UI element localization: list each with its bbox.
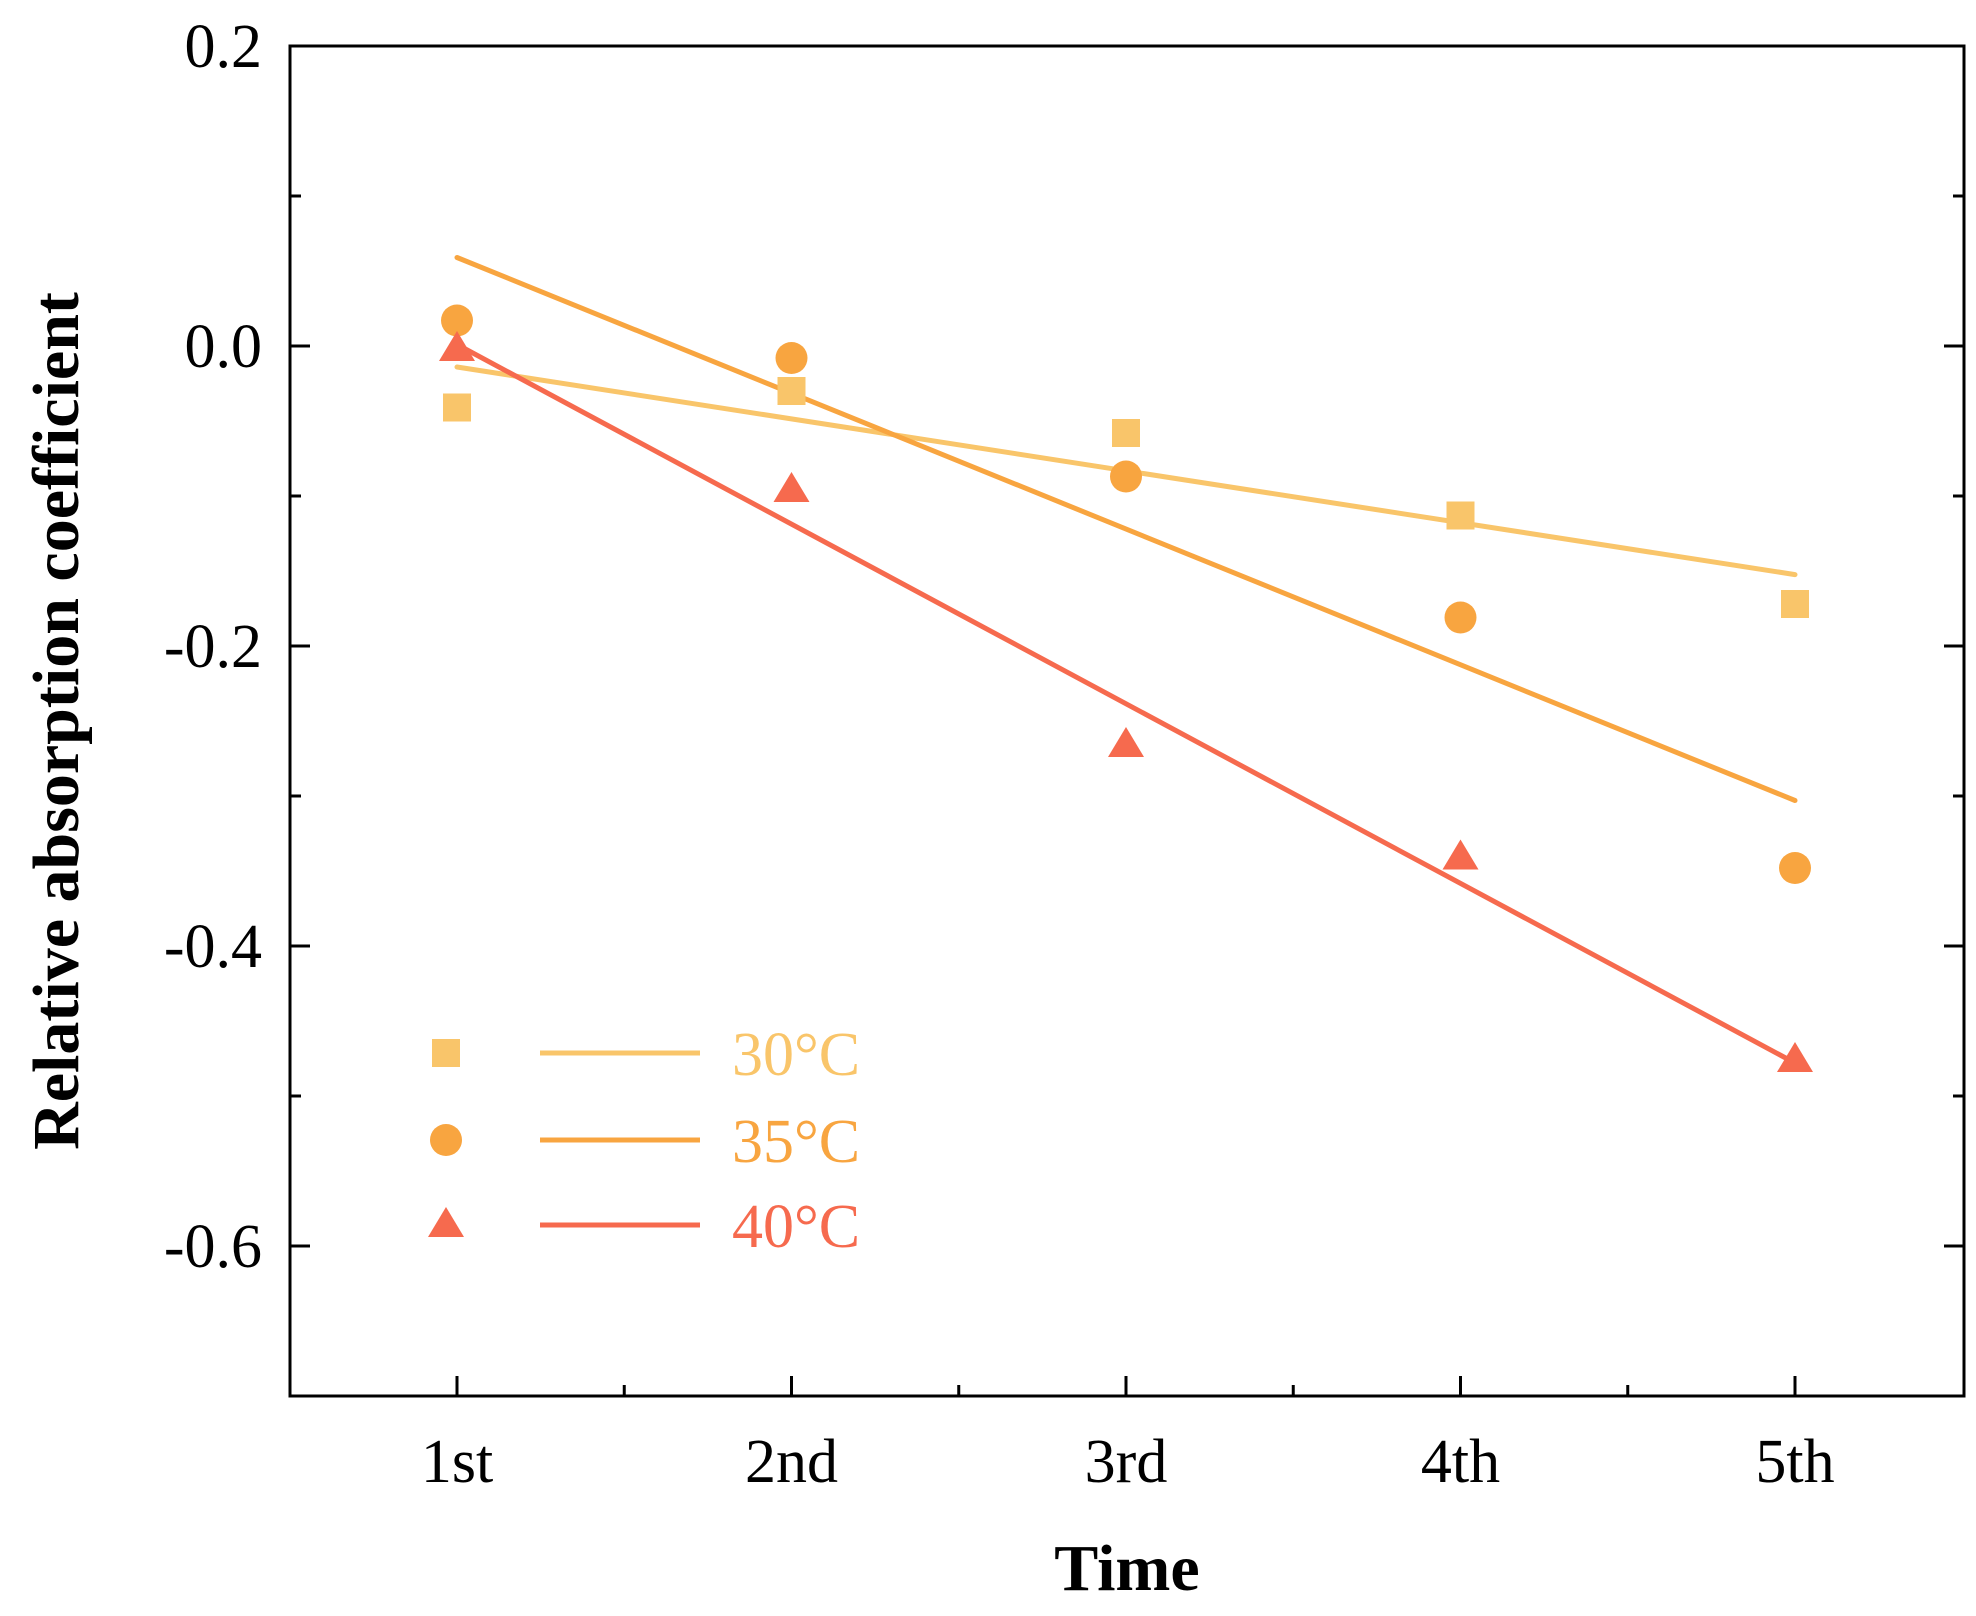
point-35°C-5th xyxy=(1779,852,1811,884)
point-40°C-2nd xyxy=(773,472,810,502)
point-30°C-3rd xyxy=(1112,419,1140,447)
x-axis-title: Time xyxy=(1054,1532,1199,1605)
fit-lines xyxy=(454,255,1798,1066)
legend-label-35°C: 35°C xyxy=(732,1108,860,1176)
y-axis: 0.2 0.0 -0.2 -0.4 -0.6 xyxy=(164,13,1964,1398)
y-tick-label: 0.0 xyxy=(185,313,263,381)
point-30°C-2nd xyxy=(777,377,806,405)
x-tick-label: 1st xyxy=(421,1428,493,1496)
point-30°C-4th xyxy=(1446,501,1475,530)
fit-line-40°C xyxy=(454,342,1798,1066)
x-tick-label: 2nd xyxy=(745,1428,838,1496)
point-35°C-1st xyxy=(441,304,473,337)
fit-line-35°C xyxy=(454,255,1798,803)
y-tick-label: 0.2 xyxy=(185,13,263,81)
y-tick-label: -0.6 xyxy=(164,1213,262,1281)
point-40°C-4th xyxy=(1442,839,1479,870)
legend-marker-40°C xyxy=(428,1207,464,1237)
legend-marker-35°C xyxy=(430,1124,462,1156)
x-tick-label: 4th xyxy=(1421,1428,1500,1496)
legend: 30°C 35°C 40°C xyxy=(428,1021,860,1261)
point-35°C-3rd xyxy=(1110,460,1142,493)
point-35°C-2nd xyxy=(775,342,808,374)
point-30°C-5th xyxy=(1781,590,1809,618)
point-30°C-1st xyxy=(443,393,471,422)
point-35°C-4th xyxy=(1444,601,1477,634)
data-points xyxy=(439,304,1813,1072)
point-40°C-5th xyxy=(1777,1042,1813,1072)
legend-label-40°C: 40°C xyxy=(732,1193,860,1261)
y-axis-title: Relative absorption coefficient xyxy=(20,292,93,1150)
x-tick-label: 5th xyxy=(1755,1428,1834,1496)
y-tick-label: -0.2 xyxy=(164,613,262,681)
x-axis: 1st 2nd 3rd 4th 5th xyxy=(421,1376,1835,1496)
point-40°C-3rd xyxy=(1108,727,1144,757)
plot-frame xyxy=(288,44,1966,1398)
legend-marker-30°C xyxy=(432,1039,460,1067)
legend-label-30°C: 30°C xyxy=(732,1021,860,1089)
x-tick-label: 3rd xyxy=(1085,1428,1168,1496)
y-tick-label: -0.4 xyxy=(164,913,262,981)
point-40°C-1st xyxy=(439,331,475,361)
